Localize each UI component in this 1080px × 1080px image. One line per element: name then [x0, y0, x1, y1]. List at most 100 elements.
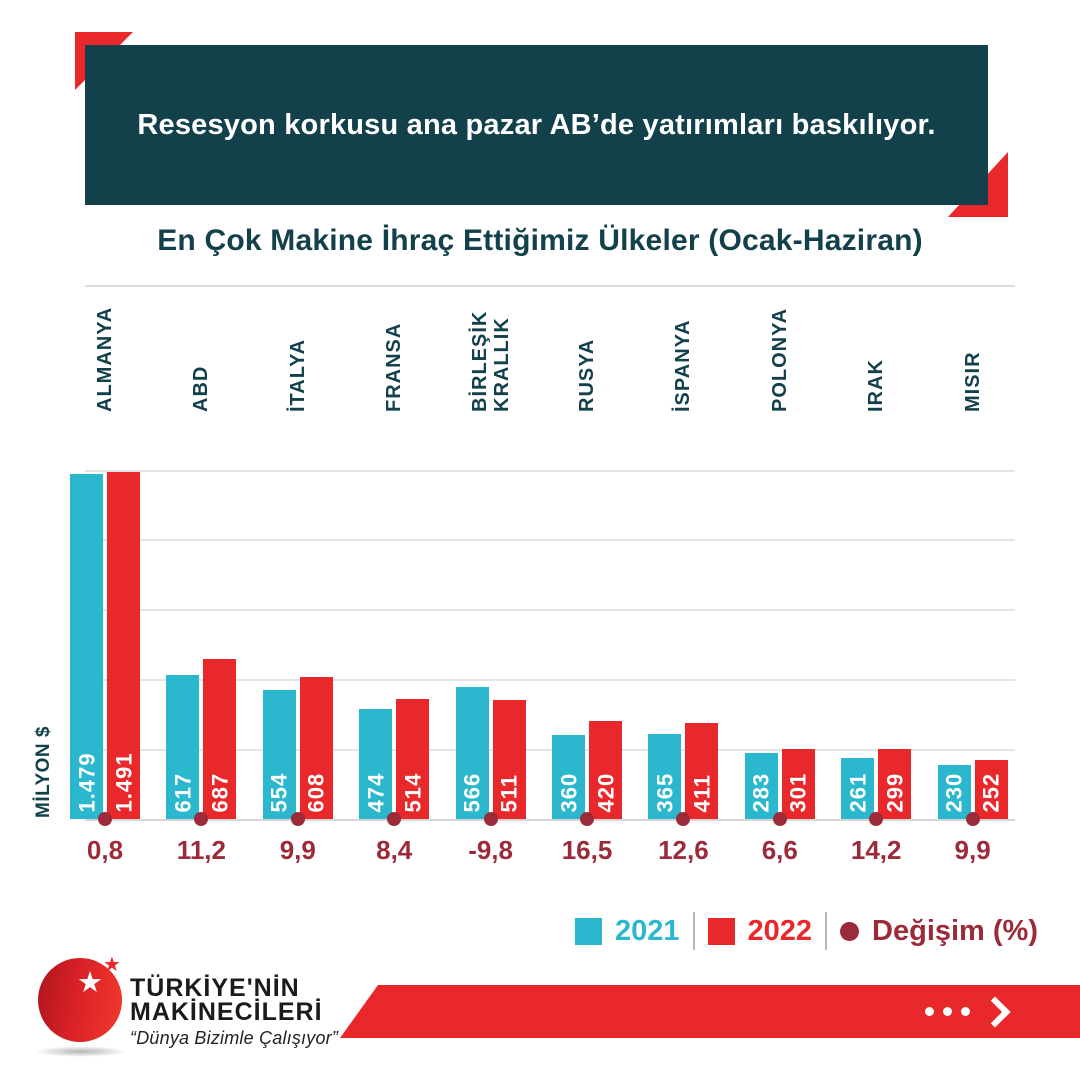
change-dot	[965, 812, 980, 826]
change-label: 9,9	[954, 835, 991, 865]
brand-name-line1: TÜRKİYE'NİN	[130, 974, 300, 1002]
bar-2022	[781, 748, 815, 819]
bar-2022	[396, 699, 430, 819]
bar-2021	[455, 687, 489, 819]
bar-value-2021: 1.479	[73, 752, 99, 813]
gridline	[85, 539, 1015, 542]
change-dot	[869, 812, 884, 826]
legend-change-dot-icon	[840, 921, 860, 941]
gridline	[85, 469, 1015, 472]
chevron-right-icon	[979, 995, 1011, 1028]
brand-name-line2: MAKİNECİLERİ	[130, 998, 323, 1026]
bar-value-2022: 411	[688, 774, 714, 813]
bar-value-2021: 566	[459, 772, 485, 813]
bar-value-2021: 230	[941, 772, 967, 813]
country-label: POLONYA	[768, 307, 791, 412]
brand-text: TÜRKİYE'NİN MAKİNECİLERİ “Dünya Bizimle …	[130, 976, 338, 1049]
bar-value-2021: 554	[266, 772, 292, 813]
change-dot	[676, 812, 691, 826]
change-dot	[580, 812, 594, 826]
bar-value-2022: 511	[496, 774, 522, 813]
bar-value-2022: 252	[978, 772, 1004, 813]
bar-2022	[589, 721, 622, 819]
bar-value-2021: 474	[362, 772, 388, 813]
bar-value-2022: 299	[881, 772, 907, 813]
legend-divider	[825, 912, 828, 950]
change-label: 6,6	[761, 835, 798, 865]
brand-tagline: “Dünya Bizimle Çalışıyor”	[130, 1028, 339, 1048]
bar-value-2022: 420	[592, 772, 618, 813]
country-label: BİRLEŞİK KRALLIK	[468, 310, 513, 412]
gridline	[85, 609, 1015, 612]
dot-icon	[925, 1007, 934, 1016]
bar-2021	[70, 474, 103, 819]
legend-swatch-2022	[707, 917, 735, 945]
legend-divider	[692, 912, 695, 950]
country-label: ALMANYA	[94, 306, 116, 412]
country-label: FRANSA	[383, 322, 406, 412]
bar-2022	[107, 471, 140, 819]
bar-2021	[744, 753, 778, 819]
change-label: 11,2	[176, 835, 226, 865]
country-label: MISIR	[961, 351, 984, 412]
bar-value-2021: 261	[844, 772, 870, 813]
bar-2022	[974, 760, 1008, 819]
change-dot	[387, 812, 402, 826]
chart-legend: 2021 2022 Değişim (%)	[575, 911, 1038, 951]
dot-icon	[943, 1007, 952, 1016]
bar-2021	[262, 689, 296, 819]
bar-2022	[203, 658, 237, 819]
change-dot	[290, 812, 305, 826]
bar-value-2022: 608	[303, 772, 329, 813]
change-label: 16,5	[561, 835, 613, 865]
bar-value-2022: 1.491	[110, 752, 136, 813]
bar-value-2021: 360	[555, 772, 581, 813]
bar-2021	[841, 758, 875, 819]
legend-label-2022: 2022	[747, 914, 813, 947]
legend-swatch-2021	[575, 917, 602, 945]
country-label: İTALYA	[286, 338, 309, 412]
bar-value-2021: 617	[169, 772, 195, 813]
bar-2021	[166, 675, 200, 819]
bar-2022	[299, 677, 333, 819]
change-label: 9,9	[279, 835, 316, 865]
bar-2022	[685, 723, 719, 819]
country-label: IRAK	[865, 359, 888, 412]
change-dot	[194, 812, 209, 826]
bar-2021	[552, 735, 585, 819]
country-label: ABD	[190, 365, 213, 412]
gridline	[85, 749, 1015, 752]
small-star-icon: ★	[103, 954, 121, 976]
bar-value-2022: 301	[785, 772, 811, 813]
gridline	[85, 819, 1015, 821]
bar-value-2022: 687	[206, 772, 232, 813]
change-dot	[98, 812, 112, 826]
change-dot	[483, 812, 498, 826]
bar-2021	[359, 708, 393, 819]
country-label: İSPANYA	[672, 319, 695, 412]
footer-ribbon	[340, 985, 1080, 1038]
chart-top-border	[85, 285, 1015, 287]
brand-logo-circle	[38, 958, 122, 1042]
bar-2022	[492, 699, 526, 819]
page-title: Resesyon korkusu ana pazar AB’de yatırım…	[137, 108, 936, 141]
y-axis-label-text: MİLYON $	[33, 726, 54, 818]
bar-value-2022: 514	[399, 772, 425, 813]
star-icon: ★	[77, 967, 103, 999]
dot-icon	[961, 1007, 970, 1016]
bar-2021	[937, 765, 971, 819]
change-label: 0,8	[86, 835, 124, 865]
country-label: RUSYA	[576, 338, 598, 412]
change-label: -9,8	[468, 835, 513, 865]
logo-shadow	[34, 1046, 128, 1057]
gridline	[85, 679, 1015, 682]
y-axis-label: MİLYON $	[32, 698, 56, 818]
legend-label-2021: 2021	[615, 914, 680, 947]
change-label: 14,2	[850, 835, 902, 865]
bar-2021	[648, 733, 682, 819]
legend-label-change: Değişim (%)	[872, 914, 1039, 947]
change-label: 12,6	[658, 835, 709, 865]
chart-title: En Çok Makine İhraç Ettiğimiz Ülkeler (O…	[157, 224, 923, 257]
